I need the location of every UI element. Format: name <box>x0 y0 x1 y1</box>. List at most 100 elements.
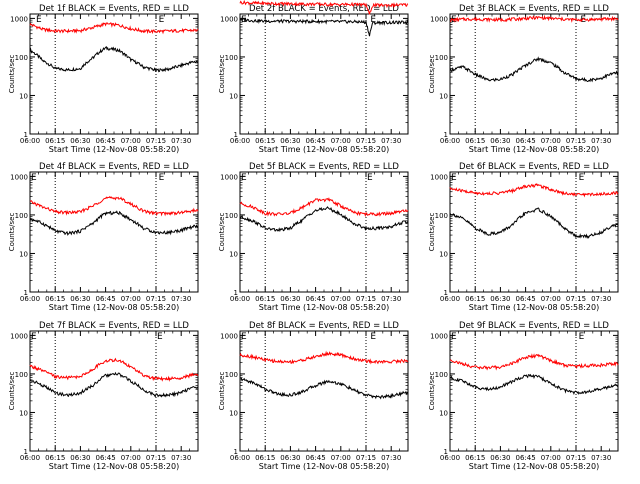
y-axis-label: Counts/sec <box>428 372 436 411</box>
events-series-line <box>239 377 409 400</box>
lld-series-line <box>29 21 199 35</box>
x-tick-label: 07:30 <box>591 295 611 303</box>
x-tick-label: 06:45 <box>96 137 116 145</box>
x-tick-label: 07:15 <box>356 454 376 462</box>
e-marker-label: E <box>370 332 376 342</box>
x-tick-label: 07:15 <box>356 137 376 145</box>
y-axis-label: Counts/sec <box>8 213 16 252</box>
events-series-line <box>29 210 199 236</box>
y-tick-label: 1000 <box>220 173 238 181</box>
detector-panel: Det 7f BLACK = Events, RED = LLD 1 10 100 10… <box>8 321 199 471</box>
x-tick-label: 06:15 <box>255 454 275 462</box>
y-axis-label: Counts/sec <box>8 55 16 94</box>
e-marker-label: E <box>580 15 586 25</box>
y-tick-label: 10 <box>439 92 448 100</box>
events-series-line <box>239 206 409 233</box>
events-series-line <box>239 17 409 37</box>
e-marker-label: E <box>241 15 247 25</box>
y-axis-label: Counts/sec <box>8 372 16 411</box>
x-tick-label: 07:00 <box>331 454 351 462</box>
x-tick-label: 06:15 <box>45 295 65 303</box>
y-tick-label: 100 <box>15 212 28 220</box>
y-tick-label: 100 <box>435 371 448 379</box>
x-axis-label: Start Time (12-Nov-08 05:58:20) <box>49 462 179 471</box>
x-tick-label: 07:00 <box>331 137 351 145</box>
e-marker-label: E <box>159 15 165 25</box>
lld-series-line <box>450 14 619 23</box>
x-tick-label: 07:15 <box>566 137 586 145</box>
panel-title: Det 5f BLACK = Events, RED = LLD <box>249 162 399 172</box>
x-axis-label: Start Time (12-Nov-08 05:58:20) <box>49 145 179 154</box>
y-tick-label: 1 <box>24 448 28 456</box>
y-tick-label: 100 <box>435 212 448 220</box>
e-marker-label: E <box>159 173 165 183</box>
x-tick-label: 07:30 <box>381 137 401 145</box>
x-tick-label: 06:30 <box>280 454 300 462</box>
x-tick-label: 06:00 <box>230 137 250 145</box>
x-tick-label: 06:00 <box>20 454 40 462</box>
y-tick-label: 1 <box>444 289 448 297</box>
y-tick-label: 10 <box>439 409 448 417</box>
x-tick-label: 06:15 <box>255 295 275 303</box>
y-tick-label: 100 <box>225 54 238 62</box>
x-tick-label: 06:45 <box>96 295 116 303</box>
y-tick-label: 1 <box>444 448 448 456</box>
x-tick-label: 07:00 <box>541 295 561 303</box>
e-marker-label: E <box>451 332 457 342</box>
e-marker-label: E <box>36 15 42 25</box>
x-tick-label: 06:45 <box>306 137 326 145</box>
x-tick-label: 07:15 <box>356 295 376 303</box>
x-tick-label: 07:15 <box>146 295 166 303</box>
x-tick-label: 06:00 <box>20 137 40 145</box>
x-axis-label: Start Time (12-Nov-08 05:58:20) <box>469 303 599 312</box>
x-axis-label: Start Time (12-Nov-08 05:58:20) <box>469 145 599 154</box>
x-tick-label: 06:30 <box>490 295 510 303</box>
x-tick-label: 07:00 <box>121 454 141 462</box>
e-marker-label: E <box>241 173 247 183</box>
x-tick-label: 07:30 <box>381 454 401 462</box>
x-tick-label: 06:30 <box>70 295 90 303</box>
lld-series-line <box>239 350 409 365</box>
e-marker-label: E <box>157 332 163 342</box>
y-axis-label: Counts/sec <box>428 213 436 252</box>
x-tick-label: 06:00 <box>440 137 460 145</box>
x-tick-label: 07:15 <box>566 454 586 462</box>
y-tick-label: 10 <box>19 250 28 258</box>
x-tick-label: 07:30 <box>591 137 611 145</box>
x-tick-label: 06:30 <box>490 137 510 145</box>
y-tick-label: 10 <box>229 92 238 100</box>
x-tick-label: 06:45 <box>306 454 326 462</box>
x-tick-label: 06:00 <box>440 295 460 303</box>
x-tick-label: 07:30 <box>591 454 611 462</box>
x-tick-label: 06:45 <box>516 295 536 303</box>
x-tick-label: 06:30 <box>70 137 90 145</box>
x-tick-label: 07:00 <box>121 137 141 145</box>
x-axis-label: Start Time (12-Nov-08 05:58:20) <box>259 462 389 471</box>
x-tick-label: 06:00 <box>230 454 250 462</box>
x-tick-label: 06:15 <box>45 454 65 462</box>
e-marker-label: E <box>579 173 585 183</box>
x-tick-label: 07:15 <box>566 295 586 303</box>
x-axis-label: Start Time (12-Nov-08 05:58:20) <box>49 303 179 312</box>
events-series-line <box>29 371 199 398</box>
x-tick-label: 07:00 <box>331 295 351 303</box>
x-tick-label: 06:00 <box>20 295 40 303</box>
lld-series-line <box>29 195 199 217</box>
y-tick-label: 1 <box>234 289 238 297</box>
x-tick-label: 07:00 <box>121 295 141 303</box>
events-series-line <box>449 373 619 395</box>
y-tick-label: 1 <box>234 131 238 139</box>
y-tick-label: 1000 <box>430 15 448 23</box>
x-tick-label: 06:45 <box>96 454 116 462</box>
e-marker-label: E <box>370 15 376 25</box>
y-tick-label: 10 <box>229 409 238 417</box>
e-marker-label: E <box>451 173 457 183</box>
x-tick-label: 07:30 <box>381 295 401 303</box>
x-tick-label: 07:15 <box>146 137 166 145</box>
y-tick-label: 100 <box>225 371 238 379</box>
x-tick-label: 06:45 <box>516 454 536 462</box>
panel-title: Det 3f BLACK = Events, RED = LLD <box>459 4 609 14</box>
y-tick-label: 1000 <box>220 15 238 23</box>
y-tick-label: 10 <box>19 92 28 100</box>
x-tick-label: 06:00 <box>440 454 460 462</box>
